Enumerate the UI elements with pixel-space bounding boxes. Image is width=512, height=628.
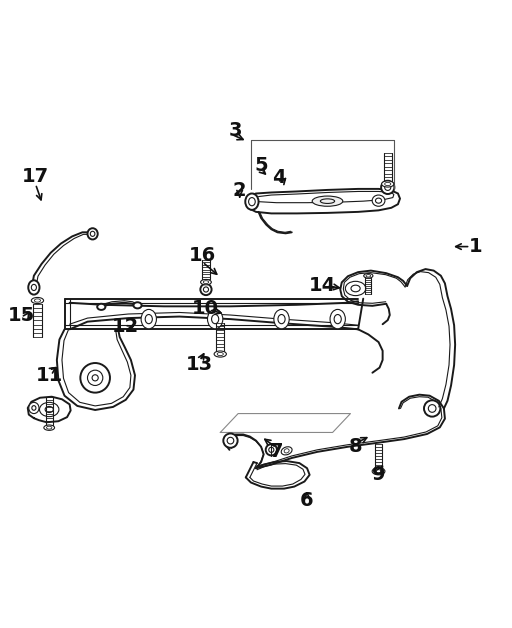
Text: 11: 11 bbox=[35, 365, 63, 385]
Ellipse shape bbox=[31, 298, 44, 303]
Text: 9: 9 bbox=[372, 465, 386, 484]
Ellipse shape bbox=[330, 310, 346, 329]
Text: 5: 5 bbox=[254, 156, 268, 175]
Ellipse shape bbox=[312, 196, 343, 206]
Text: 15: 15 bbox=[8, 305, 35, 325]
Ellipse shape bbox=[266, 444, 277, 455]
Text: 8: 8 bbox=[349, 437, 362, 457]
Text: 16: 16 bbox=[189, 246, 216, 265]
Text: 3: 3 bbox=[229, 121, 242, 139]
Text: 10: 10 bbox=[191, 300, 219, 318]
Ellipse shape bbox=[80, 363, 110, 392]
Text: 17: 17 bbox=[22, 166, 49, 186]
Ellipse shape bbox=[381, 181, 394, 194]
Ellipse shape bbox=[223, 433, 238, 448]
Ellipse shape bbox=[245, 193, 259, 210]
Ellipse shape bbox=[141, 310, 157, 329]
Ellipse shape bbox=[201, 279, 211, 285]
Ellipse shape bbox=[28, 280, 39, 295]
Ellipse shape bbox=[274, 310, 289, 329]
Text: 4: 4 bbox=[272, 168, 286, 187]
Ellipse shape bbox=[44, 425, 55, 430]
Ellipse shape bbox=[34, 299, 40, 302]
Text: 14: 14 bbox=[309, 276, 336, 295]
Polygon shape bbox=[250, 189, 400, 214]
Ellipse shape bbox=[372, 195, 385, 206]
Ellipse shape bbox=[424, 400, 440, 416]
Ellipse shape bbox=[97, 304, 105, 310]
Text: 7: 7 bbox=[270, 442, 283, 462]
Ellipse shape bbox=[364, 274, 373, 278]
Ellipse shape bbox=[207, 310, 223, 329]
Text: 6: 6 bbox=[300, 491, 314, 510]
Ellipse shape bbox=[217, 352, 223, 355]
Ellipse shape bbox=[366, 274, 371, 277]
Ellipse shape bbox=[88, 228, 98, 239]
Ellipse shape bbox=[373, 468, 384, 474]
Ellipse shape bbox=[47, 426, 52, 429]
Ellipse shape bbox=[385, 182, 391, 186]
Ellipse shape bbox=[372, 468, 385, 475]
Ellipse shape bbox=[346, 281, 366, 296]
Text: 13: 13 bbox=[186, 355, 214, 374]
Ellipse shape bbox=[200, 284, 211, 295]
Text: 1: 1 bbox=[469, 237, 482, 256]
Ellipse shape bbox=[203, 281, 209, 284]
Ellipse shape bbox=[39, 403, 59, 416]
Text: 2: 2 bbox=[233, 181, 246, 200]
Ellipse shape bbox=[214, 351, 226, 357]
Ellipse shape bbox=[134, 302, 142, 308]
Ellipse shape bbox=[29, 403, 39, 414]
Ellipse shape bbox=[381, 181, 394, 187]
Text: 12: 12 bbox=[112, 317, 139, 336]
Ellipse shape bbox=[376, 470, 381, 472]
